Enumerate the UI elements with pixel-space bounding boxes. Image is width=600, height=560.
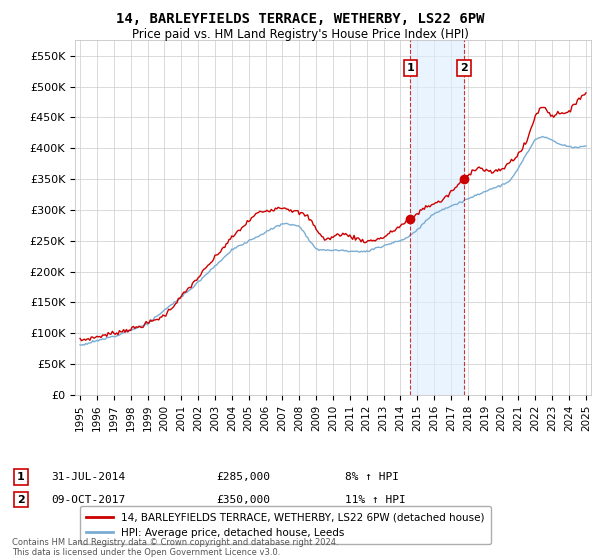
Text: 11% ↑ HPI: 11% ↑ HPI — [345, 494, 406, 505]
Text: £285,000: £285,000 — [216, 472, 270, 482]
Text: 8% ↑ HPI: 8% ↑ HPI — [345, 472, 399, 482]
Text: 2: 2 — [17, 494, 25, 505]
Text: 31-JUL-2014: 31-JUL-2014 — [51, 472, 125, 482]
Legend: 14, BARLEYFIELDS TERRACE, WETHERBY, LS22 6PW (detached house), HPI: Average pric: 14, BARLEYFIELDS TERRACE, WETHERBY, LS22… — [80, 506, 491, 544]
Text: £350,000: £350,000 — [216, 494, 270, 505]
Text: 14, BARLEYFIELDS TERRACE, WETHERBY, LS22 6PW: 14, BARLEYFIELDS TERRACE, WETHERBY, LS22… — [116, 12, 484, 26]
Text: 2: 2 — [460, 63, 468, 73]
Text: 09-OCT-2017: 09-OCT-2017 — [51, 494, 125, 505]
Text: 1: 1 — [406, 63, 414, 73]
Bar — [410, 40, 464, 395]
Text: Price paid vs. HM Land Registry's House Price Index (HPI): Price paid vs. HM Land Registry's House … — [131, 28, 469, 41]
Text: 1: 1 — [17, 472, 25, 482]
Text: Contains HM Land Registry data © Crown copyright and database right 2024.
This d: Contains HM Land Registry data © Crown c… — [12, 538, 338, 557]
